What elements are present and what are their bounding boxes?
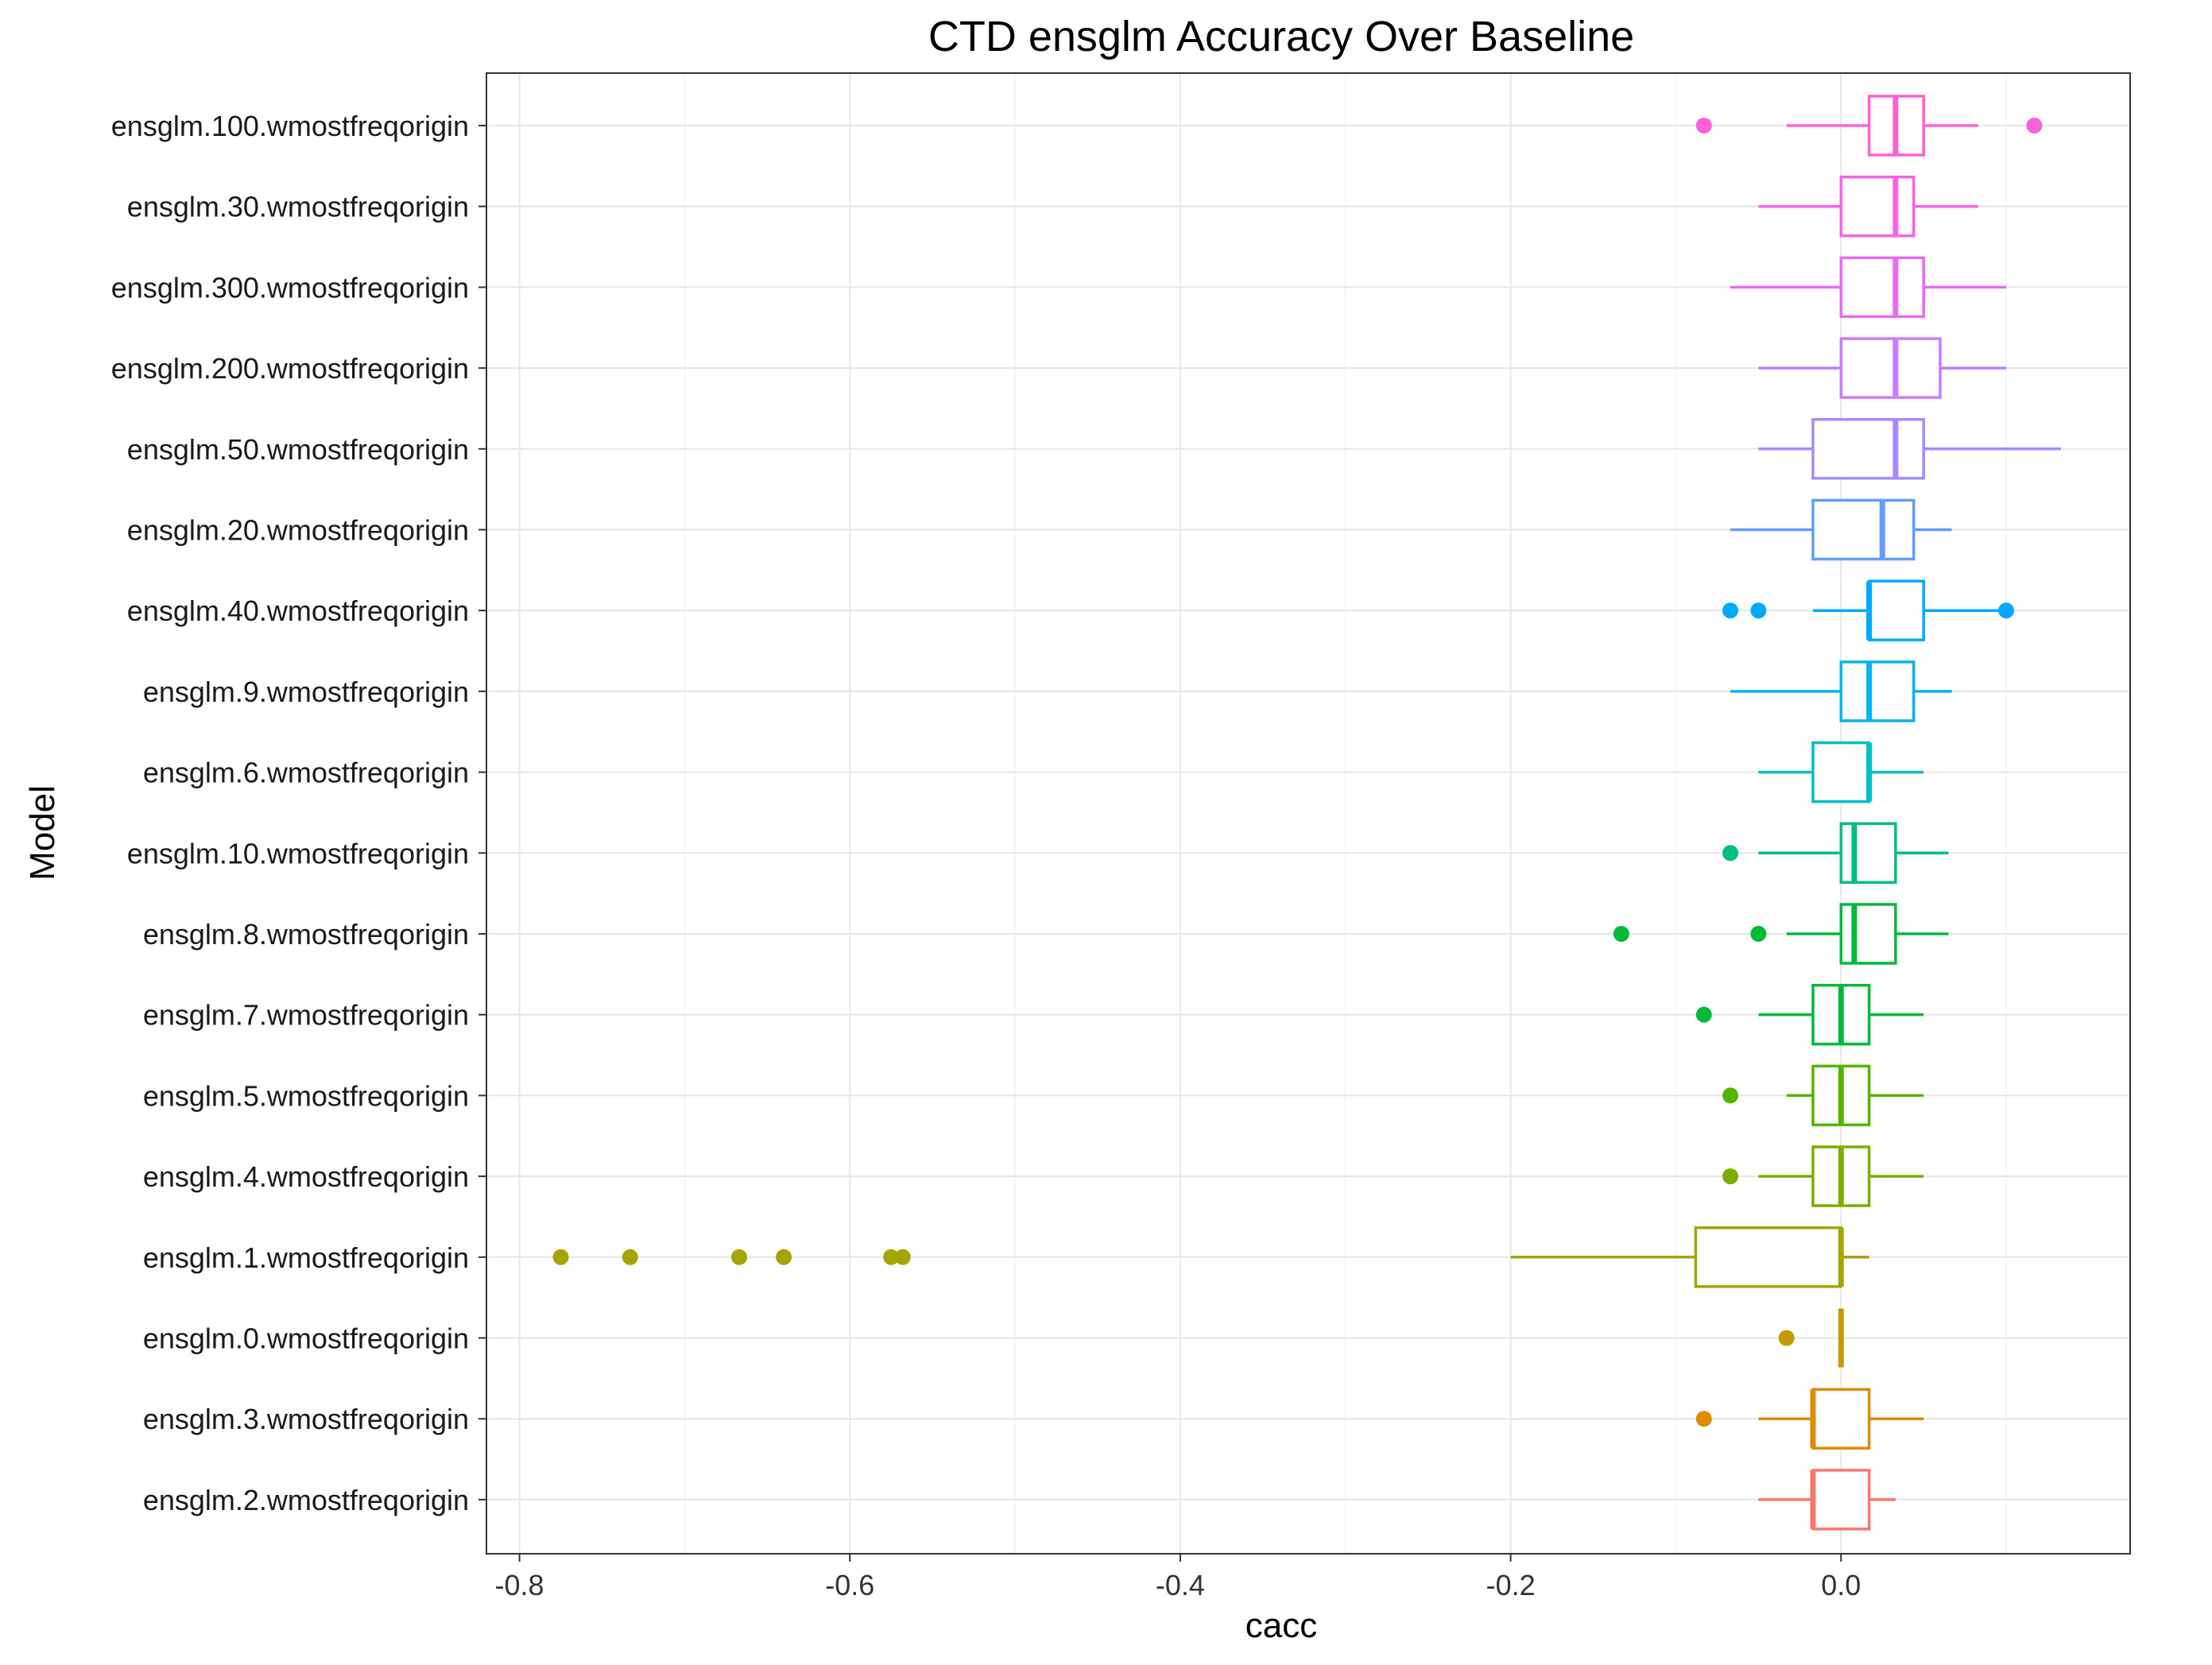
box-body: [1811, 1388, 1871, 1450]
box-body: [1811, 1469, 1871, 1531]
outlier-point: [2026, 118, 2043, 134]
box-body: [1839, 256, 1925, 319]
box-group: [1695, 1388, 1924, 1450]
outlier-point: [776, 1249, 792, 1265]
box-body: [1839, 175, 1916, 238]
outlier-point: [883, 1249, 900, 1265]
panel-border: [486, 72, 2131, 1555]
category-label: ensglm.20.wmostfreqorigin: [127, 514, 469, 547]
outlier-point: [1750, 602, 1767, 619]
category-label: ensglm.40.wmostfreqorigin: [127, 594, 469, 627]
x-tick-label: -0.4: [1156, 1569, 1205, 1601]
box-group: [1730, 660, 1952, 722]
category-label: ensglm.100.wmostfreqorigin: [111, 110, 469, 142]
category-label: ensglm.300.wmostfreqorigin: [111, 271, 469, 304]
category-label: ensglm.50.wmostfreqorigin: [127, 433, 469, 466]
box-group: [1722, 1064, 1924, 1127]
box-group: [1758, 418, 2061, 480]
box-body: [1811, 418, 1925, 480]
box-body: [1811, 741, 1871, 803]
category-label: ensglm.3.wmostfreqorigin: [143, 1403, 469, 1435]
x-tick-label: -0.8: [495, 1569, 544, 1601]
box-group: [1730, 256, 2007, 319]
box-layer: [552, 95, 2061, 1531]
box-body: [1839, 822, 1897, 885]
category-label: ensglm.9.wmostfreqorigin: [143, 676, 469, 708]
x-tick-label: -0.6: [825, 1569, 874, 1601]
outlier-point: [1722, 1168, 1739, 1185]
axis-layer: -0.8 -0.6 -0.4 -0.2 0.0 ensglm.100.wmostfreqo…: [111, 110, 1861, 1601]
box-body: [1839, 337, 1942, 399]
category-label: ensglm.30.wmostfreqorigin: [127, 191, 469, 223]
outlier-point: [1998, 602, 2015, 619]
box-group: [1722, 1145, 1924, 1207]
box-group: [1758, 175, 1978, 238]
category-label: ensglm.2.wmostfreqorigin: [143, 1484, 469, 1516]
category-label: ensglm.4.wmostfreqorigin: [143, 1160, 469, 1193]
outlier-point: [1613, 926, 1629, 942]
outlier-point: [1722, 602, 1739, 619]
outlier-point: [552, 1249, 569, 1265]
box-group: [1778, 1308, 1844, 1368]
box-group: [1758, 337, 2007, 399]
box-group: [1722, 822, 1949, 885]
category-label: ensglm.5.wmostfreqorigin: [143, 1079, 469, 1112]
box-body: [1839, 903, 1897, 965]
outlier-point: [894, 1249, 911, 1265]
box-body: [1694, 1226, 1843, 1288]
box-group: [1695, 983, 1924, 1046]
y-axis-title: Model: [23, 785, 62, 881]
x-tick-label: -0.2: [1486, 1569, 1536, 1601]
category-label: ensglm.7.wmostfreqorigin: [143, 999, 469, 1032]
x-axis-title: cacc: [1245, 1606, 1317, 1645]
category-label: ensglm.8.wmostfreqorigin: [143, 918, 469, 951]
outlier-point: [1722, 1087, 1739, 1104]
outlier-point: [1695, 1411, 1712, 1427]
box-group: [1613, 903, 1949, 965]
outlier-point: [1750, 926, 1767, 942]
box-group: [1722, 579, 2015, 641]
chart-title: CTD ensglm Accuracy Over Baseline: [928, 13, 1634, 60]
outlier-point: [1722, 845, 1739, 862]
category-label: ensglm.10.wmostfreqorigin: [127, 837, 469, 869]
box-group: [1730, 498, 1952, 561]
box-group: [1758, 741, 1924, 803]
outlier-point: [622, 1249, 638, 1265]
box-group: [552, 1226, 1869, 1288]
outlier-point: [730, 1249, 747, 1265]
box-group: [1695, 95, 2043, 157]
box-group: [1758, 1469, 1896, 1531]
box-body: [1839, 660, 1916, 722]
box-body: [1867, 579, 1925, 641]
category-label: ensglm.0.wmostfreqorigin: [143, 1322, 469, 1355]
category-label: ensglm.6.wmostfreqorigin: [143, 757, 469, 789]
x-tick-label: 0.0: [1821, 1569, 1861, 1601]
outlier-point: [1695, 1006, 1712, 1023]
category-label: ensglm.200.wmostfreqorigin: [111, 352, 469, 385]
category-label: ensglm.1.wmostfreqorigin: [143, 1241, 469, 1274]
box-body: [1811, 498, 1916, 561]
outlier-point: [1695, 118, 1712, 134]
outlier-point: [1778, 1330, 1795, 1346]
